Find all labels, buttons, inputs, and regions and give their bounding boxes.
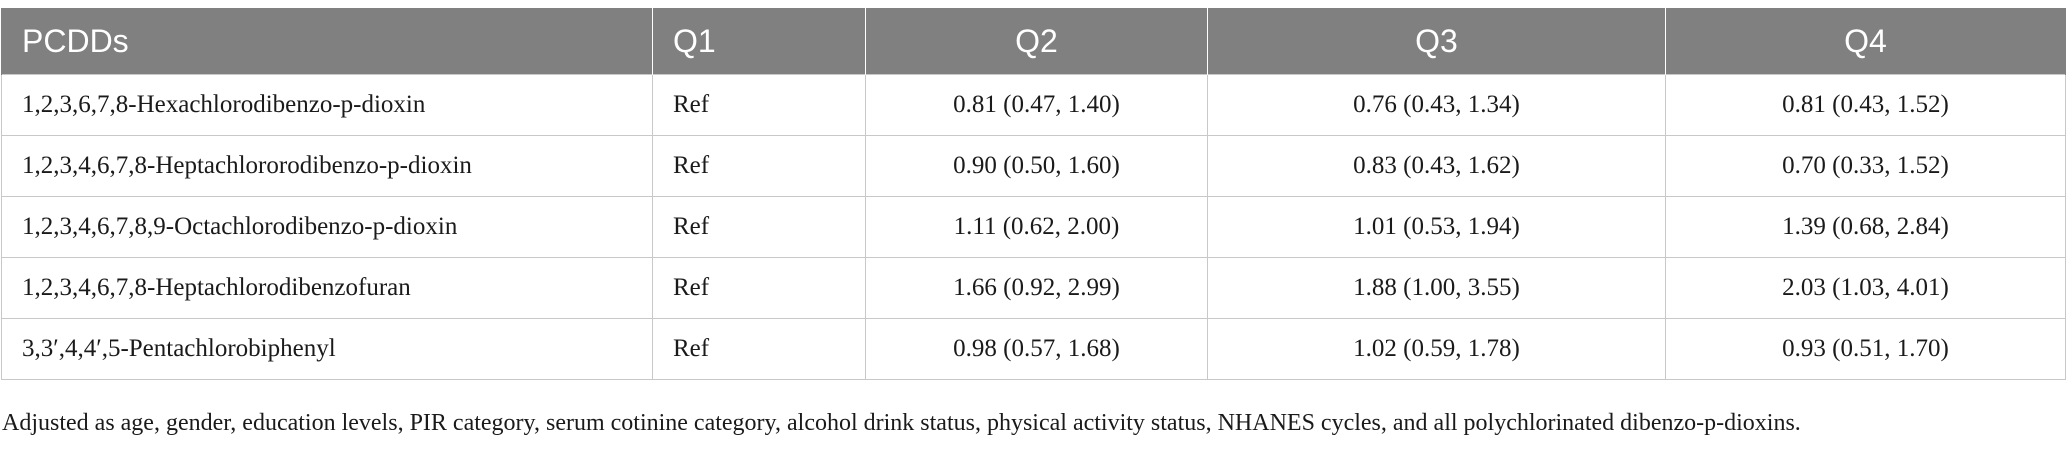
table-row: 1,2,3,6,7,8-Hexachlorodibenzo-p-dioxin R… xyxy=(1,74,2066,136)
q4-cell: 1.39 (0.68, 2.84) xyxy=(1665,196,2066,258)
header-pcdds: PCDDs xyxy=(1,8,653,75)
compound-name-cell: 3,3′,4,4′,5-Pentachlorobiphenyl xyxy=(1,318,653,380)
q4-cell: 2.03 (1.03, 4.01) xyxy=(1665,257,2066,319)
table-footnote: Adjusted as age, gender, education level… xyxy=(2,410,1801,436)
q2-cell: 1.66 (0.92, 2.99) xyxy=(865,257,1208,319)
q4-cell: 0.93 (0.51, 1.70) xyxy=(1665,318,2066,380)
q2-cell: 0.98 (0.57, 1.68) xyxy=(865,318,1208,380)
header-q1: Q1 xyxy=(652,8,866,75)
compound-name-cell: 1,2,3,6,7,8-Hexachlorodibenzo-p-dioxin xyxy=(1,74,653,136)
table-row: 3,3′,4,4′,5-Pentachlorobiphenyl Ref 0.98… xyxy=(1,318,2066,380)
header-q2: Q2 xyxy=(865,8,1208,75)
table-body: 1,2,3,6,7,8-Hexachlorodibenzo-p-dioxin R… xyxy=(1,74,2066,380)
data-table-container: PCDDs Q1 Q2 Q3 Q4 1,2,3,6,7,8-Hexachloro… xyxy=(1,8,2066,380)
q1-cell: Ref xyxy=(652,318,866,380)
header-q4: Q4 xyxy=(1665,8,2066,75)
q3-cell: 1.88 (1.00, 3.55) xyxy=(1207,257,1666,319)
header-q3: Q3 xyxy=(1207,8,1666,75)
compound-name-cell: 1,2,3,4,6,7,8,9-Octachlorodibenzo-p-diox… xyxy=(1,196,653,258)
q4-cell: 0.81 (0.43, 1.52) xyxy=(1665,74,2066,136)
q2-cell: 0.90 (0.50, 1.60) xyxy=(865,135,1208,197)
q2-cell: 0.81 (0.47, 1.40) xyxy=(865,74,1208,136)
pcdds-quartile-table: PCDDs Q1 Q2 Q3 Q4 1,2,3,6,7,8-Hexachloro… xyxy=(1,8,2066,380)
compound-name-cell: 1,2,3,4,6,7,8-Heptachlorodibenzofuran xyxy=(1,257,653,319)
q4-cell: 0.70 (0.33, 1.52) xyxy=(1665,135,2066,197)
q3-cell: 0.83 (0.43, 1.62) xyxy=(1207,135,1666,197)
header-row: PCDDs Q1 Q2 Q3 Q4 xyxy=(1,8,2066,75)
q1-cell: Ref xyxy=(652,196,866,258)
table-row: 1,2,3,4,6,7,8,9-Octachlorodibenzo-p-diox… xyxy=(1,196,2066,258)
compound-name-cell: 1,2,3,4,6,7,8-Heptachlororodibenzo-p-dio… xyxy=(1,135,653,197)
q3-cell: 1.01 (0.53, 1.94) xyxy=(1207,196,1666,258)
q2-cell: 1.11 (0.62, 2.00) xyxy=(865,196,1208,258)
q1-cell: Ref xyxy=(652,257,866,319)
table-header: PCDDs Q1 Q2 Q3 Q4 xyxy=(1,8,2066,75)
q3-cell: 0.76 (0.43, 1.34) xyxy=(1207,74,1666,136)
q3-cell: 1.02 (0.59, 1.78) xyxy=(1207,318,1666,380)
table-row: 1,2,3,4,6,7,8-Heptachlorodibenzofuran Re… xyxy=(1,257,2066,319)
q1-cell: Ref xyxy=(652,135,866,197)
table-row: 1,2,3,4,6,7,8-Heptachlororodibenzo-p-dio… xyxy=(1,135,2066,197)
q1-cell: Ref xyxy=(652,74,866,136)
